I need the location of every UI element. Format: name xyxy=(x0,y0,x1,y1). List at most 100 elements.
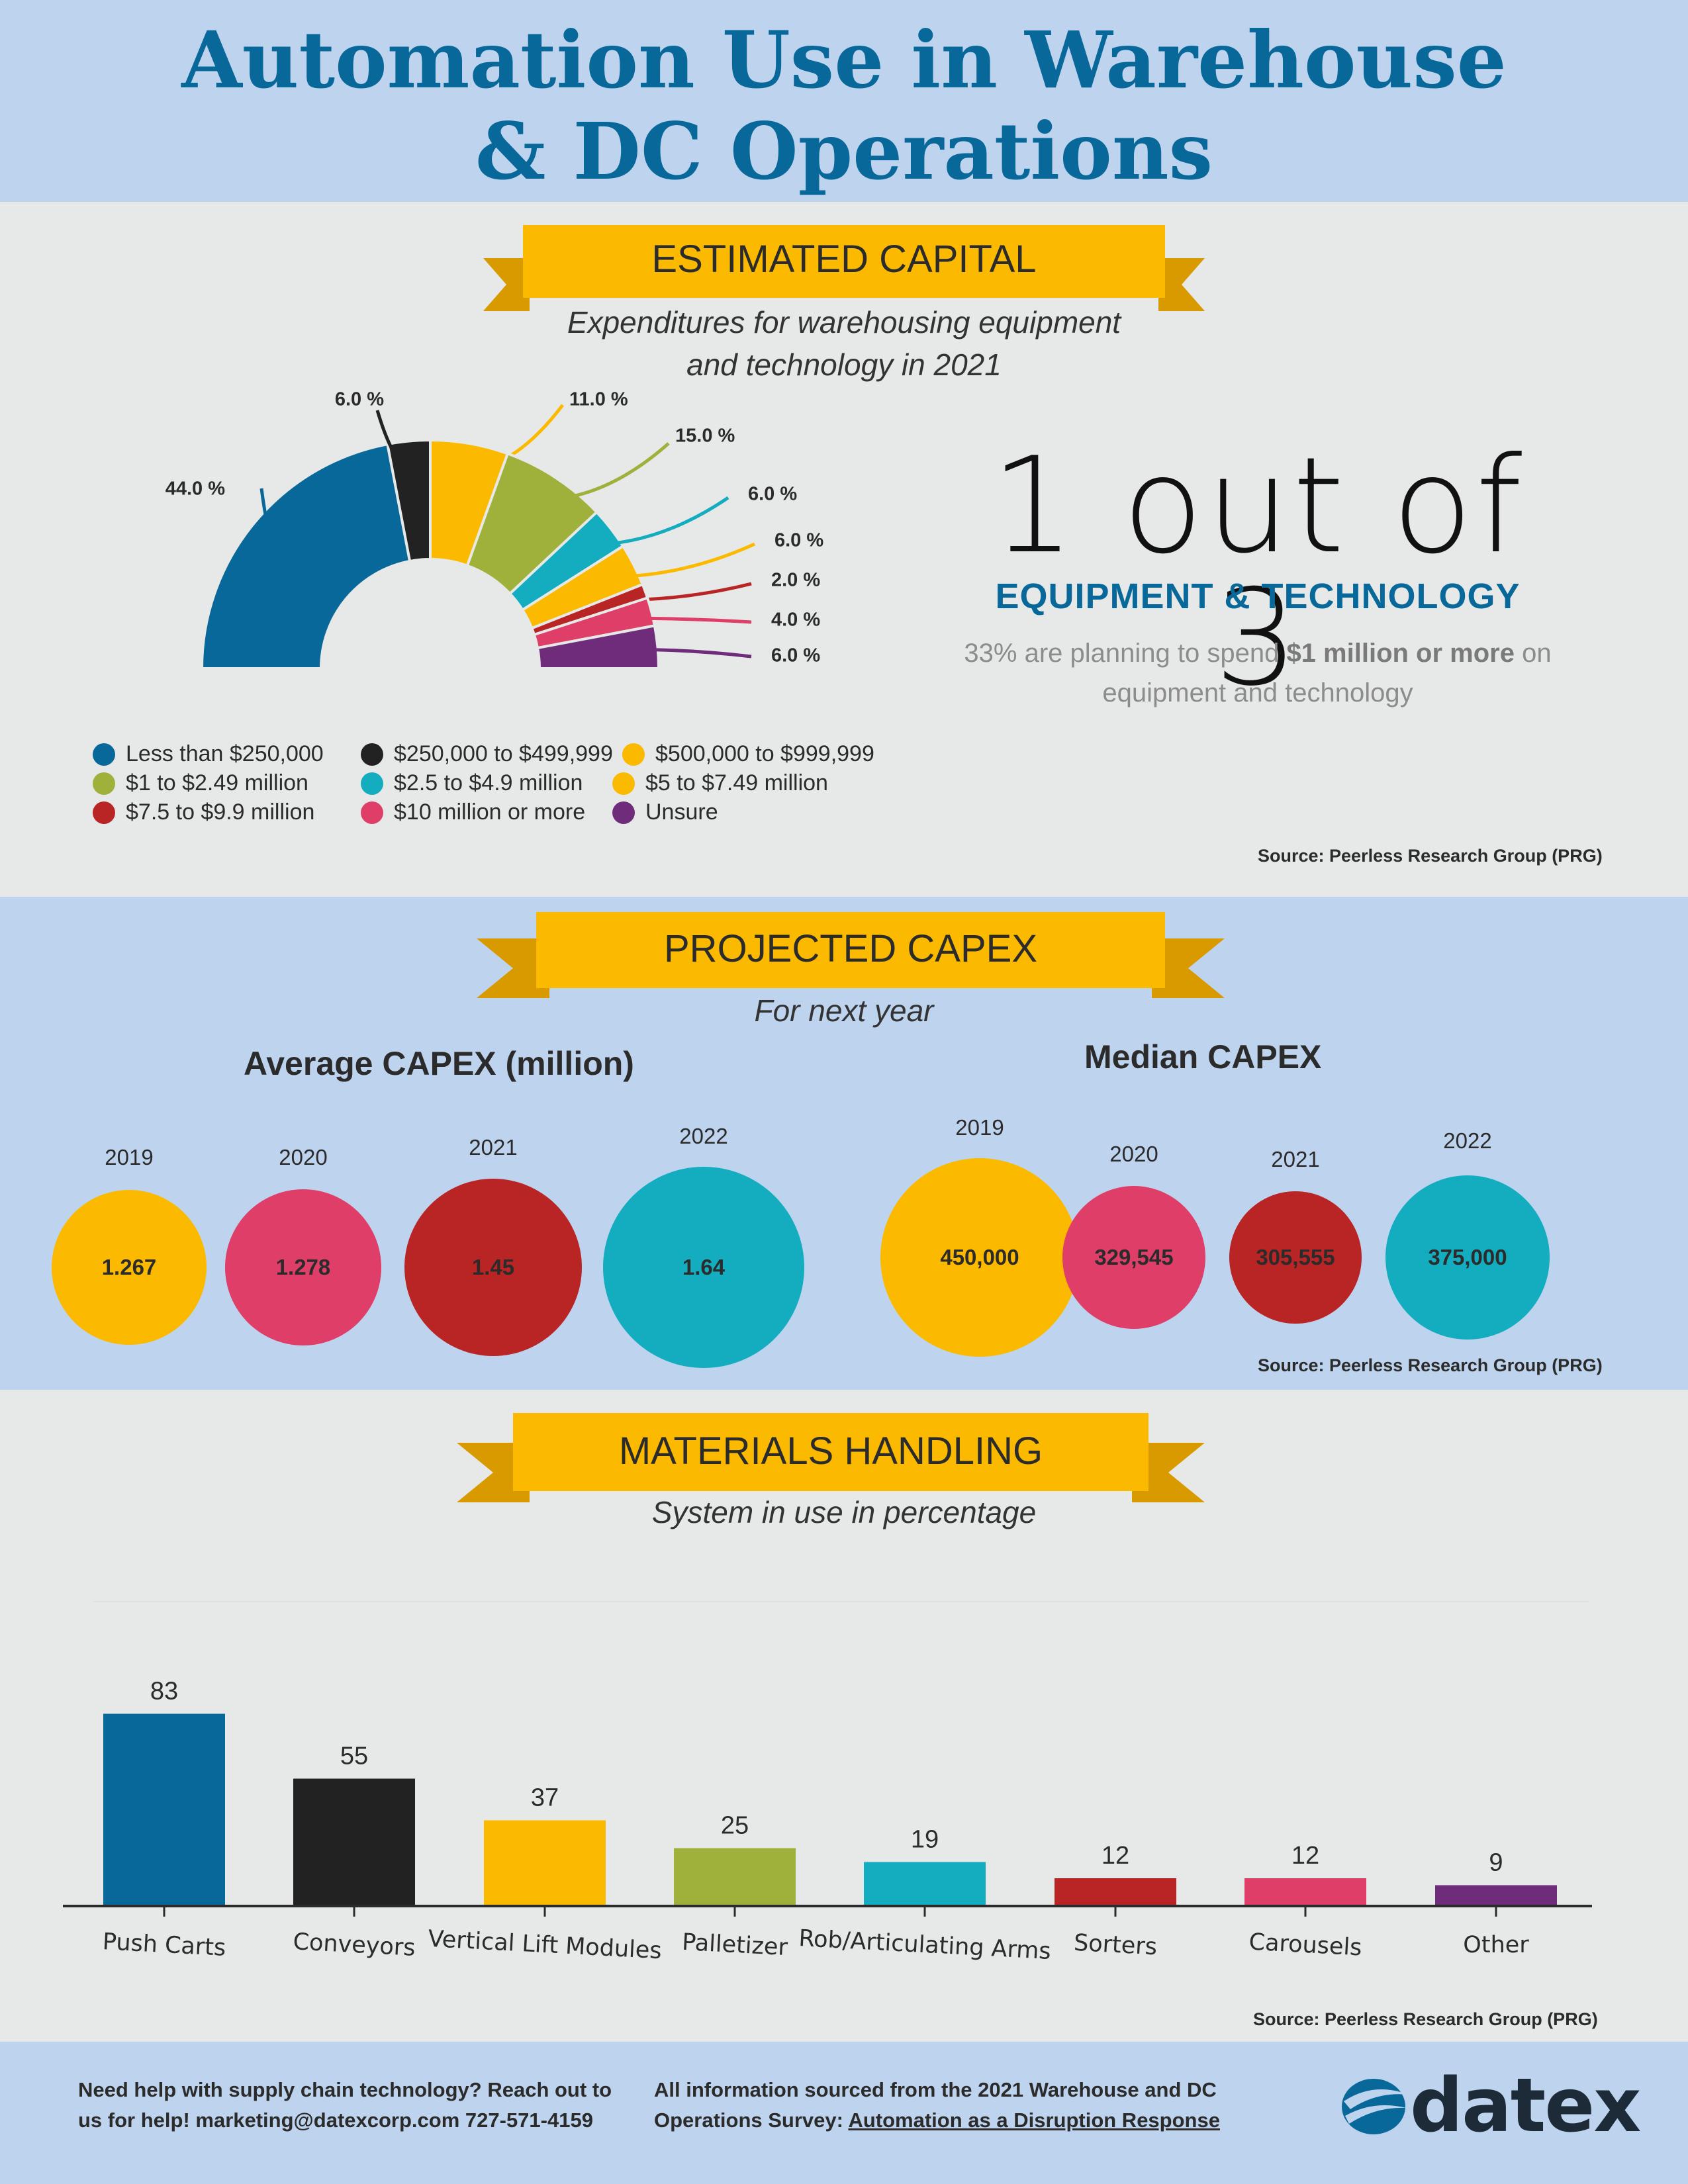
estimated-capital-source: Source: Peerless Research Group (PRG) xyxy=(1258,846,1603,866)
bar xyxy=(1435,1885,1557,1906)
footer-contact-line2: us for help! marketing@datexcorp.com 727… xyxy=(78,2109,593,2132)
legend-item: $500,000 to $999,999 xyxy=(622,741,874,767)
average-capex-year: 2022 xyxy=(679,1124,728,1148)
legend-swatch xyxy=(612,801,635,824)
materials-handling-ribbon: MATERIALS HANDLING xyxy=(457,1413,1205,1502)
bar-value-label: 37 xyxy=(531,1784,559,1812)
average-capex-year: 2020 xyxy=(279,1145,328,1169)
bar xyxy=(1244,1878,1366,1906)
donut-leader-line xyxy=(631,647,752,659)
materials-handling-subtitle: System in use in percentage xyxy=(651,1495,1037,1529)
survey-link[interactable]: Automation as a Disruption Response xyxy=(848,2109,1220,2132)
capital-half-donut-chart: 44.0 % 6.0 % 11.0 % 15.0 % 6.0 % 6.0 % 2.0 % 4.… xyxy=(165,389,823,670)
average-capex-year: 2019 xyxy=(105,1145,154,1169)
donut-leader-line xyxy=(610,542,756,579)
legend-item: $2.5 to $4.9 million xyxy=(361,770,583,796)
donut-leader-line xyxy=(620,582,752,602)
legend-item: $250,000 to $499,999 xyxy=(361,741,613,767)
bar-value-label: 25 xyxy=(721,1812,749,1840)
donut-leader-line xyxy=(541,442,670,502)
legend-label: $500,000 to $999,999 xyxy=(655,741,874,766)
legend-swatch xyxy=(93,772,115,795)
donut-leader-line xyxy=(626,616,752,624)
datex-swoosh-icon xyxy=(1342,2079,1409,2134)
category-label: Vertical Lift Modules xyxy=(428,1926,663,1964)
category-label: Palletizer xyxy=(681,1929,788,1961)
bar-value-label: 55 xyxy=(340,1743,368,1770)
legend-item: $1 to $2.49 million xyxy=(93,770,308,796)
bar xyxy=(1055,1878,1176,1906)
estimated-capital-subtitle-line2: and technology in 2021 xyxy=(686,347,1002,382)
footer-source-note: All information sourced from the 2021 Wa… xyxy=(654,2075,1220,2136)
donut-data-label: 6.0 % xyxy=(771,645,820,666)
legend-label: Less than $250,000 xyxy=(126,741,324,766)
bar-value-label: 12 xyxy=(1102,1842,1129,1870)
footer xyxy=(0,2042,1688,2184)
donut-data-label: 11.0 % xyxy=(569,389,628,410)
category-label: Rob/Articulating Arms xyxy=(798,1925,1051,1965)
datex-logo: datex xyxy=(1337,2063,1641,2149)
stat-desc-pre: 33% are planning to spend xyxy=(964,639,1287,668)
ribbon-shape xyxy=(483,225,1205,311)
big-stat: 1 out of 3 xyxy=(990,429,1525,715)
legend-label: $10 million or more xyxy=(394,799,586,825)
bar-value-label: 12 xyxy=(1291,1842,1319,1870)
stat-desc-bold: $1 million or more xyxy=(1286,639,1515,668)
category-label: Sorters xyxy=(1073,1930,1158,1961)
materials-handling-source: Source: Peerless Research Group (PRG) xyxy=(1253,2009,1598,2029)
legend-label: $1 to $2.49 million xyxy=(126,770,308,796)
legend-swatch xyxy=(361,772,383,795)
legend-swatch xyxy=(361,743,383,766)
materials-handling-ribbon-text: MATERIALS HANDLING xyxy=(618,1430,1043,1473)
median-capex-bubble: 329,545 xyxy=(1062,1185,1206,1330)
donut-leader-line xyxy=(259,488,275,542)
footer-contact: Need help with supply chain technology? … xyxy=(78,2075,612,2136)
bar xyxy=(484,1820,606,1906)
footer-source-line1: All information sourced from the 2021 Wa… xyxy=(654,2078,1217,2101)
ribbon-shape xyxy=(457,1413,1205,1502)
legend-label: Unsure xyxy=(645,799,718,825)
average-capex-year: 2021 xyxy=(469,1135,518,1160)
donut-slice xyxy=(536,624,661,670)
legend-item: $5 to $7.49 million xyxy=(612,770,828,796)
stat-description: 33% are planning to spend $1 million or … xyxy=(933,633,1582,713)
donut-data-label: 2.0 % xyxy=(771,570,820,591)
average-capex-title: Average CAPEX (million) xyxy=(244,1045,634,1082)
donut-data-label: 6.0 % xyxy=(335,389,384,410)
estimated-capital-ribbon: ESTIMATED CAPITAL xyxy=(483,225,1205,311)
estimated-capital-subtitle: Expenditures for warehousing equipment a… xyxy=(0,301,1688,386)
ribbon-shape xyxy=(477,912,1225,998)
median-capex-year: 2022 xyxy=(1443,1128,1492,1153)
stat-desc-post: on equipment and technology xyxy=(1102,639,1552,707)
category-label: Conveyors xyxy=(293,1929,416,1962)
median-capex-bubble: 375,000 xyxy=(1385,1175,1550,1340)
bar-value-label: 9 xyxy=(1489,1849,1503,1877)
donut-leader-line xyxy=(465,404,564,472)
legend-swatch xyxy=(361,801,383,824)
projected-capex-source: Source: Peerless Research Group (PRG) xyxy=(1258,1355,1603,1375)
bar xyxy=(674,1848,796,1906)
legend-item: $7.5 to $9.9 million xyxy=(93,799,314,825)
donut-leader-line xyxy=(589,496,729,547)
footer-contact-line1: Need help with supply chain technology? … xyxy=(78,2078,612,2101)
capital-legend: Less than $250,000 $250,000 to $499,999 $5… xyxy=(93,741,953,834)
bar-value-label: 19 xyxy=(911,1826,939,1854)
page-title-line1: Automation Use in Warehouse xyxy=(181,14,1507,106)
page-title-line2: & DC Operations xyxy=(475,105,1213,197)
bar xyxy=(103,1713,225,1906)
bar-value-label: 83 xyxy=(150,1678,178,1706)
footer-source-line2: Operations Survey: Automation as a Disru… xyxy=(654,2105,1220,2136)
footer-source-line2-pre: Operations Survey: xyxy=(654,2109,849,2132)
estimated-capital-ribbon-text: ESTIMATED CAPITAL xyxy=(651,238,1037,281)
legend-label: $2.5 to $4.9 million xyxy=(394,770,583,796)
page-title: Automation Use in Warehouse & DC Operati… xyxy=(0,15,1688,197)
legend-item: $10 million or more xyxy=(361,799,585,825)
legend-swatch xyxy=(622,743,645,766)
title-band xyxy=(0,0,1688,202)
legend-label: $7.5 to $9.9 million xyxy=(126,799,315,825)
legend-swatch xyxy=(612,772,635,795)
average-capex-bubble: 1.267 xyxy=(52,1190,207,1345)
median-capex-bubble: 450,000 xyxy=(880,1158,1079,1357)
estimated-capital-subtitle-line1: Expenditures for warehousing equipment xyxy=(567,305,1121,340)
donut-data-label: 15.0 % xyxy=(675,426,735,447)
